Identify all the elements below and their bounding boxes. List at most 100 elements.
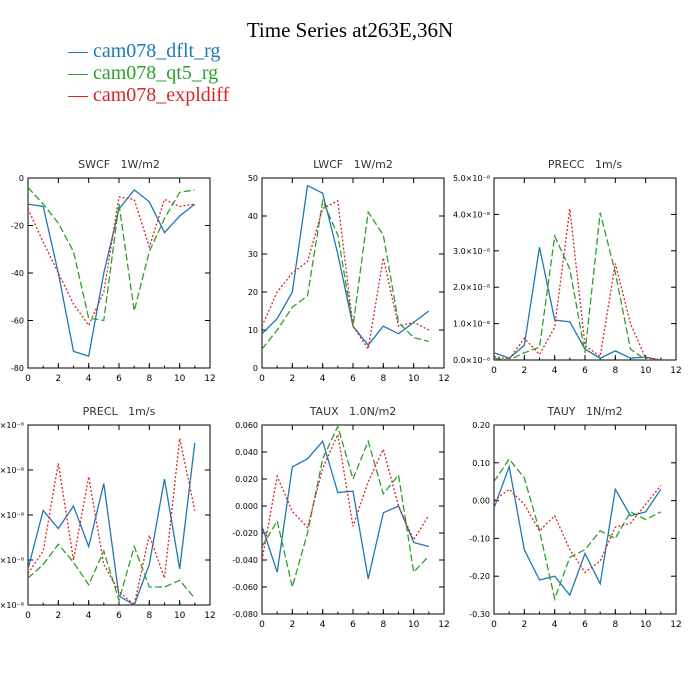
series-line-swcf-qt5: [28, 187, 195, 322]
series-line-precc-qt5: [494, 212, 661, 360]
y-tick-label-tauy: 0.20: [472, 421, 490, 430]
x-tick-label-taux: 10: [408, 620, 420, 630]
x-tick-label-swcf: 6: [116, 374, 122, 384]
x-tick-label-tauy: 6: [582, 620, 588, 630]
y-tick-label-tauy: -0.10: [469, 534, 490, 543]
legend: — cam078_dflt_rg — cam078_qt5_rg — cam07…: [68, 40, 229, 106]
x-tick-label-taux: 8: [380, 620, 386, 630]
series-line-swcf-expl: [28, 196, 195, 327]
y-tick-label-precl: 1×10⁻⁸: [0, 556, 24, 565]
y-tick-label-swcf: -60: [11, 317, 24, 326]
series-line-taux-qt5: [262, 425, 430, 588]
series-line-lwcf-dflt: [262, 184, 430, 347]
chart-precl: PRECL 1m/s 0 2 4 6 8 10 12 0×10⁻⁸ 1×10⁻⁸ 2×10⁻⁸ 3×1…: [0, 405, 216, 621]
y-tick-label-swcf: -40: [11, 269, 24, 278]
x-tick-label-precc: 8: [612, 366, 618, 376]
x-tick-label-lwcf: 12: [438, 374, 449, 384]
y-tick-label-precc: 5.0×10⁻⁸: [453, 174, 490, 183]
x-tick-label-tauy: 4: [552, 620, 558, 630]
x-tick-label-lwcf: 2: [289, 374, 295, 384]
chart-title-taux: TAUX 1.0N/m2: [309, 405, 397, 418]
x-tick-label-precl: 4: [86, 611, 92, 621]
x-tick-label-precl: 8: [146, 611, 152, 621]
y-tick-label-precc: 2.0×10⁻⁸: [453, 283, 490, 292]
x-tick-label-swcf: 12: [204, 374, 215, 384]
x-tick-label-tauy: 0: [491, 620, 497, 630]
y-tick-label-tauy: 0.10: [472, 459, 490, 468]
y-tick-label-precl: 0×10⁻⁸: [0, 601, 24, 610]
y-tick-label-lwcf: 30: [248, 250, 258, 259]
x-tick-label-precl: 6: [116, 611, 122, 621]
y-tick-label-tauy: -0.30: [469, 610, 490, 619]
x-tick-label-taux: 6: [350, 620, 356, 630]
series-line-tauy-qt5: [494, 457, 662, 602]
x-tick-label-swcf: 10: [174, 374, 186, 384]
y-tick-label-taux: 0.000: [235, 502, 258, 511]
y-tick-label-swcf: -80: [11, 364, 24, 373]
x-tick-label-taux: 2: [289, 620, 295, 630]
x-tick-label-precc: 12: [670, 366, 681, 376]
y-tick-label-taux: 0.060: [235, 421, 258, 430]
plot-frame-tauy: [493, 424, 677, 615]
y-tick-label-lwcf: 0: [253, 364, 258, 373]
chart-precc: PRECC 1m/s 0 2 4 6 8 10 12 0.0×10⁻⁸ 1.0×10⁻⁸ 2.0×1…: [453, 158, 682, 376]
y-tick-label-taux: -0.020: [232, 529, 258, 538]
chart-taux: TAUX 1.0N/m2 0 2 4 6 8 10 12 -0.080 -0.060 -0.040 -…: [232, 405, 450, 630]
legend-entry-dflt: — cam078_dflt_rg: [68, 40, 221, 62]
series-line-precl-expl: [28, 438, 196, 605]
x-tick-label-swcf: 2: [55, 374, 61, 384]
y-tick-label-taux: -0.080: [232, 610, 258, 619]
x-tick-label-precl: 12: [204, 611, 215, 621]
x-tick-label-precc: 2: [521, 366, 527, 376]
x-tick-label-tauy: 8: [612, 620, 618, 630]
y-tick-label-tauy: 0.00: [472, 497, 490, 506]
chart-title-precc: PRECC 1m/s: [548, 158, 622, 171]
plot-frame-precc: [493, 177, 677, 361]
x-tick-label-precl: 0: [25, 611, 31, 621]
y-tick-label-precc: 4.0×10⁻⁸: [453, 210, 490, 219]
chart-tauy: TAUY 1N/m2 0 2 4 6 8 10 12 -0.30 -0.20 -0.10 0.00 0.…: [469, 405, 681, 630]
legend-entry-expl: — cam078_expldiff: [68, 84, 230, 106]
y-tick-label-lwcf: 20: [248, 288, 258, 297]
y-tick-label-swcf: -20: [11, 222, 24, 231]
series-line-tauy-dflt: [494, 464, 662, 597]
x-tick-label-taux: 4: [320, 620, 326, 630]
x-tick-label-lwcf: 6: [350, 374, 356, 384]
x-tick-label-precl: 10: [174, 611, 186, 621]
chart-title-tauy: TAUY 1N/m2: [546, 405, 622, 418]
plot-frame-taux: [261, 424, 445, 615]
series-line-tauy-expl: [494, 485, 662, 574]
page-title: Time Series at263E,36N: [246, 18, 454, 42]
y-tick-label-lwcf: 40: [248, 212, 258, 221]
y-tick-label-lwcf: 10: [248, 326, 258, 335]
plot-frame-lwcf: [261, 177, 445, 369]
x-tick-label-lwcf: 4: [320, 374, 326, 384]
chart-swcf: SWCF 1W/m2 0 2 4 6 8 10 12 -80 -60 -40 -20 0: [11, 158, 216, 384]
series-line-swcf-dflt: [28, 188, 196, 357]
y-tick-label-lwcf: 50: [248, 174, 258, 183]
x-tick-label-precc: 4: [552, 366, 558, 376]
series-line-lwcf-expl: [262, 199, 430, 351]
y-tick-label-precl: 4×10⁻⁸: [0, 421, 24, 430]
y-tick-label-taux: 0.040: [235, 448, 258, 457]
y-tick-label-taux: -0.060: [232, 583, 258, 592]
x-tick-label-swcf: 8: [146, 374, 152, 384]
x-tick-label-taux: 12: [438, 620, 449, 630]
x-tick-label-swcf: 0: [25, 374, 31, 384]
y-tick-label-swcf: 0: [19, 174, 24, 183]
y-tick-label-taux: -0.040: [232, 556, 258, 565]
series-line-precc-expl: [494, 208, 661, 360]
x-tick-label-tauy: 2: [521, 620, 527, 630]
series-line-precc-dflt: [494, 247, 661, 360]
x-tick-label-lwcf: 0: [259, 374, 265, 384]
series-line-taux-expl: [262, 432, 430, 561]
x-tick-label-precc: 6: [582, 366, 588, 376]
chart-title-lwcf: LWCF 1W/m2: [313, 158, 393, 171]
y-tick-label-precc: 1.0×10⁻⁸: [453, 320, 490, 329]
x-tick-label-lwcf: 10: [408, 374, 420, 384]
chart-lwcf: LWCF 1W/m2 0 2 4 6 8 10 12 0 10 20 30 40 50: [248, 158, 450, 384]
chart-title-swcf: SWCF 1W/m2: [78, 158, 160, 171]
series-line-precl-qt5: [28, 543, 196, 603]
x-tick-label-tauy: 10: [640, 620, 652, 630]
